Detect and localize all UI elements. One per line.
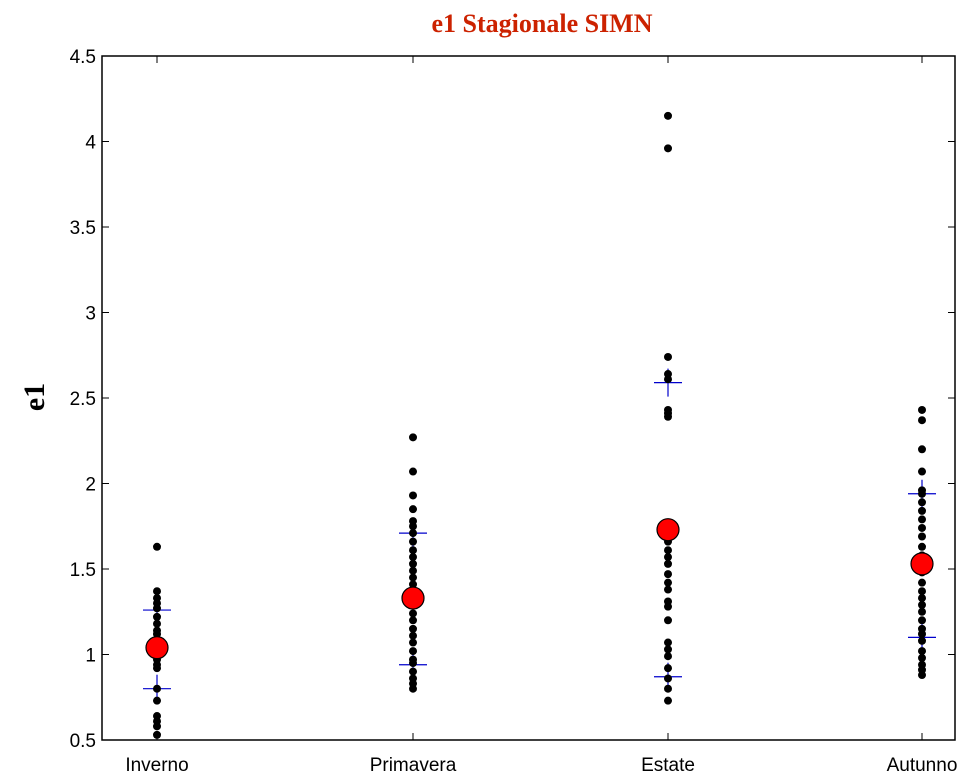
data-point xyxy=(409,566,417,575)
data-point xyxy=(918,542,926,551)
data-point xyxy=(918,489,926,498)
data-point xyxy=(918,498,926,507)
data-point xyxy=(153,619,161,628)
data-point xyxy=(664,638,672,647)
data-point xyxy=(409,573,417,582)
chart-title: e1 Stagionale SIMN xyxy=(432,9,653,38)
y-tick-label: 1 xyxy=(85,646,96,667)
data-point xyxy=(918,532,926,541)
data-point xyxy=(918,405,926,414)
data-point xyxy=(664,602,672,611)
data-point xyxy=(153,542,161,551)
data-point xyxy=(918,587,926,596)
data-point xyxy=(409,616,417,625)
plot-frame xyxy=(101,55,956,741)
data-point xyxy=(664,111,672,120)
mean-marker xyxy=(910,552,934,576)
data-point xyxy=(409,659,417,668)
data-point xyxy=(153,696,161,705)
data-point xyxy=(918,523,926,532)
data-point xyxy=(664,375,672,384)
y-tick-label: 0.5 xyxy=(70,731,96,752)
data-point xyxy=(664,674,672,683)
data-point xyxy=(409,529,417,538)
x-tick-label: Autunno xyxy=(887,755,958,776)
data-point xyxy=(664,645,672,654)
mean-marker xyxy=(401,586,425,610)
mean-marker xyxy=(656,518,680,542)
data-point xyxy=(409,559,417,568)
data-point xyxy=(918,578,926,587)
data-point xyxy=(664,412,672,421)
data-point xyxy=(153,604,161,613)
data-point xyxy=(664,553,672,562)
data-point xyxy=(409,546,417,555)
data-point xyxy=(918,594,926,603)
data-point xyxy=(409,505,417,514)
data-point xyxy=(664,546,672,555)
data-point xyxy=(409,522,417,531)
mean-marker xyxy=(145,636,169,660)
y-tick-label: 3.5 xyxy=(70,218,96,239)
data-point xyxy=(664,696,672,705)
data-point xyxy=(153,730,161,739)
data-point xyxy=(664,684,672,693)
data-point xyxy=(409,580,417,589)
data-point xyxy=(409,467,417,476)
data-point xyxy=(918,506,926,515)
x-tick-label: Primavera xyxy=(370,755,457,776)
data-point xyxy=(918,671,926,680)
y-tick-label: 2 xyxy=(85,475,96,496)
y-tick-label: 1.5 xyxy=(70,560,96,581)
data-point xyxy=(409,491,417,500)
data-point xyxy=(409,647,417,656)
y-tick-label: 3 xyxy=(85,304,96,325)
y-tick-label: 4 xyxy=(85,133,96,154)
data-point xyxy=(664,616,672,625)
data-point xyxy=(409,684,417,693)
data-point xyxy=(918,647,926,656)
x-tick-label: Estate xyxy=(641,755,695,776)
data-point xyxy=(918,600,926,609)
data-point xyxy=(153,587,161,596)
data-point xyxy=(409,638,417,647)
data-point xyxy=(153,722,161,731)
data-point xyxy=(918,607,926,616)
data-point xyxy=(918,636,926,645)
data-point xyxy=(409,537,417,546)
y-axis-label: e1 xyxy=(18,383,51,411)
data-point xyxy=(918,467,926,476)
data-point xyxy=(918,616,926,625)
data-point xyxy=(664,578,672,587)
data-point xyxy=(664,352,672,361)
data-point xyxy=(918,445,926,454)
data-point xyxy=(153,664,161,673)
data-point xyxy=(664,585,672,594)
data-point xyxy=(664,570,672,579)
data-point xyxy=(409,553,417,562)
data-point xyxy=(153,684,161,693)
data-point xyxy=(153,612,161,621)
data-point xyxy=(409,631,417,640)
x-tick-label: Inverno xyxy=(125,755,188,776)
data-point xyxy=(918,653,926,662)
data-point xyxy=(409,624,417,633)
data-point xyxy=(918,515,926,524)
y-tick-label: 2.5 xyxy=(70,389,96,410)
y-tick-label: 4.5 xyxy=(70,47,96,68)
data-point xyxy=(664,652,672,661)
data-point xyxy=(918,629,926,638)
data-point xyxy=(664,664,672,673)
data-point xyxy=(409,667,417,676)
data-point xyxy=(409,433,417,442)
data-point xyxy=(664,144,672,153)
data-point xyxy=(918,416,926,425)
data-point xyxy=(664,559,672,568)
data-point xyxy=(409,609,417,618)
plot-area: 0.5 1 1.5 2 2.5 3 3.5 4 4.5 Inverno Primavera Estat… xyxy=(70,47,958,776)
